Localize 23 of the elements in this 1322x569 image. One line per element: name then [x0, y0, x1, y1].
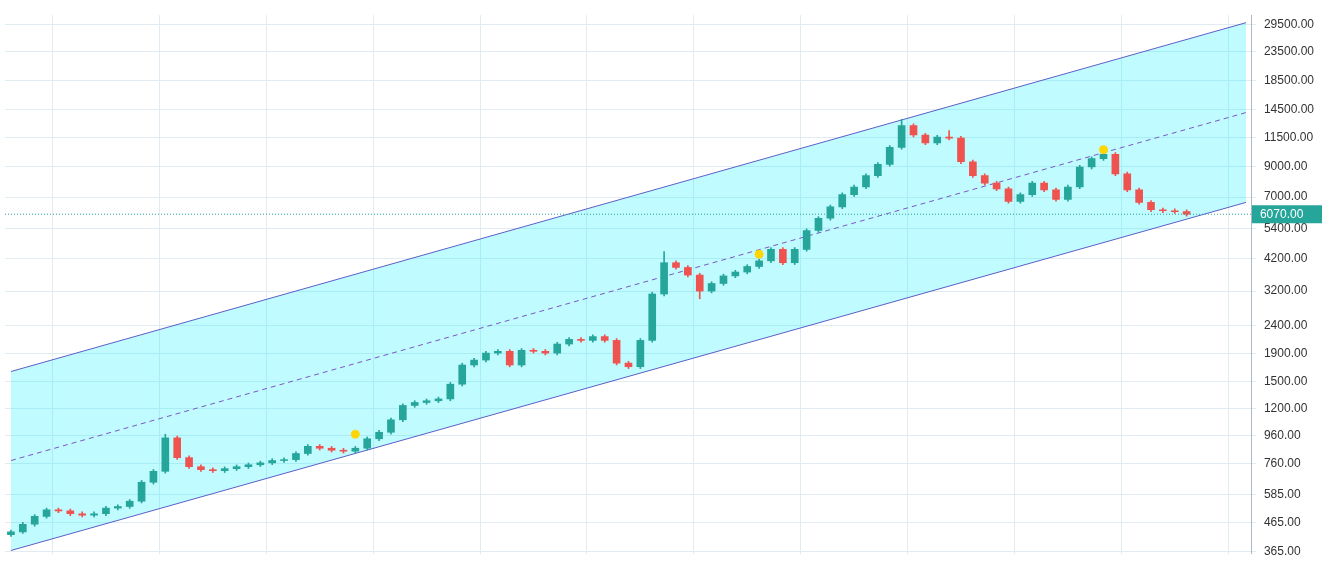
y-tick-label: 585.00: [1263, 487, 1301, 502]
y-tick-label: 1900.00: [1263, 345, 1308, 360]
point: [350, 429, 360, 439]
y-tick-label: 14500.00: [1263, 102, 1315, 117]
y-tick-label: 960.00: [1263, 427, 1301, 442]
y-tick-label: 760.00: [1263, 455, 1301, 470]
y-tick-label: 1500.00: [1263, 374, 1308, 389]
y-tick-label: 1200.00: [1263, 401, 1308, 416]
y-tick-label: 11500.00: [1263, 129, 1314, 144]
y-tick-label: 2400.00: [1263, 317, 1308, 332]
y-tick-label: 9000.00: [1263, 159, 1308, 174]
y-tick-label: 465.00: [1263, 514, 1301, 529]
y-tick-label: 29500.00: [1263, 16, 1315, 31]
y-tick-label: 4200.00: [1263, 250, 1308, 265]
point: [1099, 145, 1108, 155]
y-tick-label: 18500.00: [1263, 72, 1315, 87]
y-tick-label: 7000.00: [1263, 189, 1308, 204]
point: [754, 249, 764, 259]
y-tick-label: 5400.00: [1263, 220, 1308, 235]
y-tick-label: 3200.00: [1263, 283, 1308, 298]
y-tick-label: 365.00: [1263, 543, 1301, 558]
ref-line-label: 6070.00: [1259, 206, 1304, 221]
y-tick-label: 23500.00: [1263, 44, 1315, 59]
